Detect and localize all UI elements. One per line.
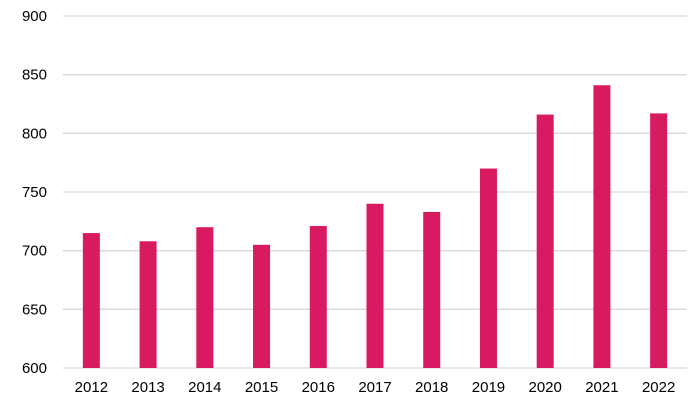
y-tick-label: 600 xyxy=(22,360,47,377)
y-tick-label: 800 xyxy=(22,125,47,142)
y-tick-label: 700 xyxy=(22,243,47,260)
bars xyxy=(82,85,668,369)
x-tick-label: 2022 xyxy=(642,379,675,396)
y-tick-label: 850 xyxy=(22,67,47,84)
x-tick-label: 2013 xyxy=(131,379,164,396)
y-tick-label: 750 xyxy=(22,184,47,201)
bar-2022 xyxy=(650,113,668,369)
x-tick-label: 2016 xyxy=(302,379,335,396)
x-tick-label: 2020 xyxy=(528,379,561,396)
bar-2016 xyxy=(309,226,327,368)
bar-2018 xyxy=(423,211,441,368)
x-axis-tick-labels: 2012 2013 2014 2015 2016 2017 2018 2019 2020 2021… xyxy=(75,379,676,396)
bar-2015 xyxy=(253,244,271,368)
bar-2020 xyxy=(536,114,554,368)
x-tick-label: 2012 xyxy=(75,379,108,396)
y-tick-label: 650 xyxy=(22,301,47,318)
bar-2017 xyxy=(366,203,384,368)
x-tick-label: 2015 xyxy=(245,379,278,396)
bar-2012 xyxy=(82,233,100,368)
x-tick-label: 2019 xyxy=(472,379,505,396)
x-tick-label: 2018 xyxy=(415,379,448,396)
y-tick-label: 900 xyxy=(22,8,47,25)
x-tick-label: 2021 xyxy=(585,379,618,396)
bar-2021 xyxy=(593,85,611,368)
bar-2014 xyxy=(196,227,214,368)
y-axis-tick-labels: 600 650 700 750 800 850 900 xyxy=(22,8,47,377)
x-tick-label: 2017 xyxy=(358,379,391,396)
bar-2013 xyxy=(139,241,157,368)
bar-2019 xyxy=(479,168,497,368)
x-tick-label: 2014 xyxy=(188,379,221,396)
